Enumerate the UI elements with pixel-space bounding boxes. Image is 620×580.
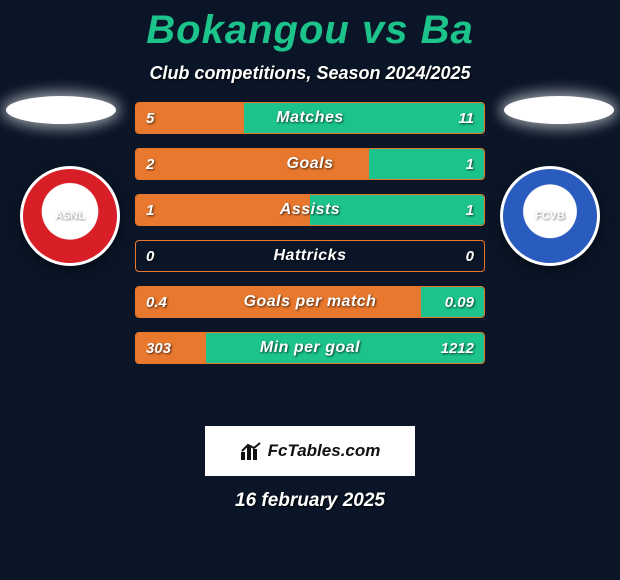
stat-label: Min per goal	[136, 333, 484, 363]
stat-bar: 0.40.09Goals per match	[135, 286, 485, 318]
match-date: 16 february 2025	[0, 490, 620, 512]
stat-label: Goals per match	[136, 287, 484, 317]
stat-label: Goals	[136, 149, 484, 179]
page-title: Bokangou vs Ba	[0, 0, 620, 53]
team-right-crest: FCVB	[500, 166, 600, 266]
stat-bar: 3031212Min per goal	[135, 332, 485, 364]
team-left-short: ASNL	[55, 210, 85, 222]
stat-label: Matches	[136, 103, 484, 133]
source-label: FcTables.com	[268, 441, 381, 461]
stat-bar: 21Goals	[135, 148, 485, 180]
stat-bars: 511Matches 21Goals 11Assists 00Hattricks 0.4…	[135, 102, 485, 364]
stat-bar: 511Matches	[135, 102, 485, 134]
spotlight-left	[6, 96, 116, 124]
comparison-arena: ASNL FCVB 511Matches 21Goals 11Assists 00Ha…	[0, 102, 620, 402]
spotlight-right	[504, 96, 614, 124]
stat-label: Hattricks	[136, 241, 484, 271]
source-badge: FcTables.com	[205, 426, 415, 476]
stat-bar: 11Assists	[135, 194, 485, 226]
team-left-crest: ASNL	[20, 166, 120, 266]
stat-label: Assists	[136, 195, 484, 225]
chart-icon	[240, 442, 262, 460]
stat-bar: 00Hattricks	[135, 240, 485, 272]
page-subtitle: Club competitions, Season 2024/2025	[0, 63, 620, 84]
team-right-short: FCVB	[535, 210, 565, 222]
